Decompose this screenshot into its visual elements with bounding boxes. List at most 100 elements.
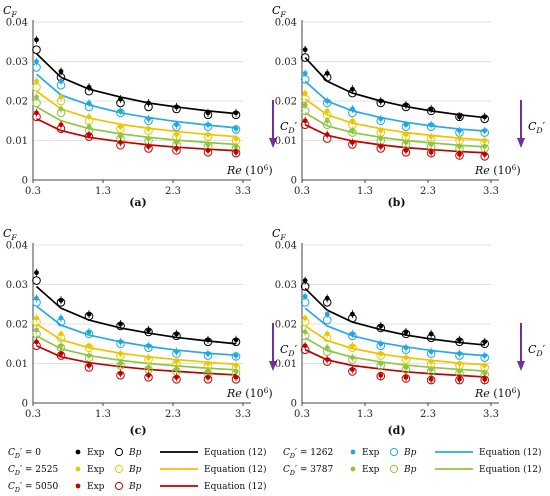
x-tick-label: 2.3: [165, 186, 181, 197]
bp-point-2525: [144, 355, 153, 364]
legend-label-0: CD′ = 0: [8, 448, 41, 460]
bp-point-0: [144, 327, 153, 337]
bp-point-1262: [348, 331, 357, 341]
panel-label: (d): [387, 424, 405, 437]
exp-point-5050: [403, 374, 409, 380]
bp-point-5050: [172, 146, 181, 155]
equation-curve-0: [35, 52, 237, 115]
trend-arrow-head: [269, 138, 277, 148]
exp-point-1262: [302, 293, 308, 299]
bp-point-3787: [348, 355, 357, 364]
y-tick-label: 0: [22, 176, 28, 187]
trend-arrow-label: CD′: [280, 120, 298, 135]
equation-curve-1262: [35, 305, 237, 357]
bp-point-0: [455, 337, 464, 347]
y-tick-label: 0.04: [275, 241, 297, 252]
exp-point-5050: [482, 376, 488, 382]
equation-curve-0: [35, 285, 237, 345]
exp-point-3787: [302, 102, 308, 108]
x-tick-label: 2.3: [165, 409, 181, 420]
x-axis-label: Re (106): [226, 386, 273, 400]
exp-point-0: [34, 37, 39, 43]
legend-bp-marker-5050: [114, 481, 124, 491]
bp-point-0: [376, 323, 386, 333]
exp-point-5050: [428, 376, 434, 382]
bp-point-3787: [116, 361, 125, 370]
bp-point-1262: [84, 102, 94, 112]
bp-point-1262: [401, 345, 411, 354]
bp-point-1262: [144, 116, 153, 126]
equation-curve-3787: [36, 106, 237, 146]
x-tick-label: 1.3: [357, 409, 373, 420]
bp-point-0: [56, 297, 66, 307]
legend-exp-label: Exp: [87, 448, 105, 458]
bp-point-0: [203, 110, 213, 120]
legend-bp-marker-1262: [389, 447, 399, 457]
trend-arrow-label: CD′: [528, 120, 546, 135]
bp-point-0: [480, 114, 490, 124]
bp-point-1262: [376, 341, 386, 351]
equation-curve-2525: [304, 98, 485, 141]
bp-point-5050: [480, 375, 490, 385]
bp-point-1262: [426, 122, 436, 131]
legend-exp-label: Exp: [362, 448, 380, 458]
x-tick-label: 3.3: [235, 409, 251, 420]
legend-bp-label: Bp: [403, 465, 417, 475]
exp-point-5050: [457, 151, 462, 157]
bp-point-5050: [144, 144, 153, 153]
bp-point-2525: [32, 82, 41, 92]
exp-point-2525: [302, 90, 308, 96]
legend-exp-label: Exp: [87, 482, 105, 492]
trend-arrow-head: [517, 138, 525, 148]
exp-point-1262: [233, 126, 239, 132]
legend-bp-label: Bp: [128, 482, 142, 492]
bp-point-0: [84, 86, 94, 96]
bp-point-3787: [348, 128, 357, 137]
x-tick-label: 3.3: [483, 409, 499, 420]
legend-bp-marker-2525: [114, 464, 124, 474]
equation-curve-2525: [304, 325, 485, 366]
bp-point-2525: [84, 343, 94, 353]
bp-point-5050: [116, 371, 125, 380]
equation-curve-0: [304, 287, 485, 346]
equation-curve-5050: [304, 123, 485, 154]
bp-point-5050: [56, 124, 66, 133]
legend-exp-marker-2525: [75, 466, 81, 472]
bp-point-0: [300, 53, 310, 62]
legend-label-1262: CD′ = 1262: [283, 448, 333, 460]
bp-point-5050: [376, 144, 386, 153]
bp-point-2525: [56, 333, 66, 343]
bp-point-0: [172, 104, 181, 114]
y-axis-label: CF: [3, 227, 17, 242]
exp-point-5050: [428, 149, 434, 155]
bp-point-2525: [32, 317, 41, 327]
y-axis-label: CF: [3, 4, 17, 19]
exp-point-0: [302, 47, 308, 53]
bp-point-1262: [322, 315, 332, 325]
exp-point-0: [34, 270, 39, 276]
exp-point-3787: [34, 94, 39, 100]
bp-point-5050: [84, 363, 94, 372]
legend-eq-label: Equation (12): [479, 447, 542, 458]
equation-curve-1262: [35, 73, 237, 129]
bp-point-1262: [300, 297, 310, 307]
legend-exp-label: Exp: [362, 465, 380, 475]
trend-arrow-head: [517, 361, 525, 371]
x-axis-label: Re (106): [474, 163, 521, 177]
equation-curve-5050: [36, 118, 237, 152]
bp-point-1262: [231, 125, 241, 134]
x-tick-label: 3.3: [483, 186, 499, 197]
bp-point-5050: [144, 373, 153, 382]
bp-point-5050: [231, 148, 241, 158]
y-tick-label: 0.01: [275, 136, 297, 147]
x-axis-label: Re (106): [474, 386, 521, 400]
bp-point-5050: [84, 132, 94, 141]
bp-point-1262: [116, 108, 125, 118]
bp-point-1262: [401, 122, 411, 131]
legend-bp-label: Bp: [128, 448, 142, 458]
bp-point-5050: [203, 375, 213, 384]
exp-point-5050: [118, 140, 123, 145]
bp-point-0: [116, 321, 125, 331]
bp-point-0: [231, 110, 241, 120]
chart-panel-2: 0 0.01 0.02 0.03 0.04 0.3 1.3 2.3 3.3 CF Re (106) C…: [272, 4, 546, 209]
